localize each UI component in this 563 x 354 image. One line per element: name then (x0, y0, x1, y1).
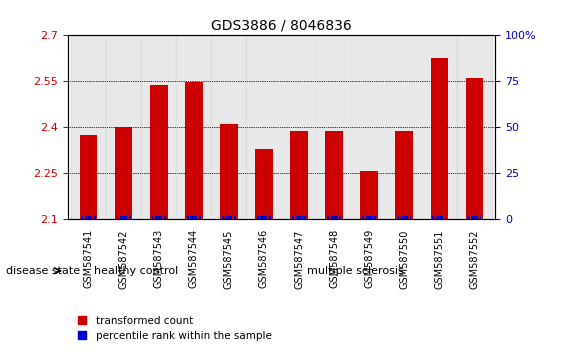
Bar (261, 216, 267, 219)
Bar (432, 216, 446, 219)
Bar (282, 35, 316, 219)
Bar (327, 216, 341, 219)
Bar (82, 216, 96, 219)
Bar (211, 35, 247, 219)
Title: GDS3886 / 8046836: GDS3886 / 8046836 (211, 19, 352, 33)
Bar (458, 35, 491, 219)
Bar (154, 85, 164, 219)
Bar (366, 216, 373, 219)
Bar (189, 82, 199, 219)
Bar (364, 171, 374, 219)
Bar (107, 35, 141, 219)
Bar (141, 35, 176, 219)
Text: disease state: disease state (6, 266, 80, 276)
Bar (387, 35, 422, 219)
Bar (118, 127, 129, 219)
Bar (294, 131, 304, 219)
Bar (71, 35, 106, 219)
Bar (117, 216, 131, 219)
Bar (352, 35, 387, 219)
Bar (330, 216, 338, 219)
Bar (142, 35, 176, 219)
Bar (352, 35, 386, 219)
Bar (83, 135, 94, 219)
Bar (431, 58, 448, 219)
Bar (469, 78, 480, 219)
Bar (436, 216, 443, 219)
Bar (387, 35, 421, 219)
Bar (397, 216, 411, 219)
Bar (422, 35, 456, 219)
Text: healthy control: healthy control (94, 266, 178, 276)
Bar (212, 35, 245, 219)
Bar (150, 85, 168, 219)
Bar (292, 216, 306, 219)
Legend: transformed count, percentile rank within the sample: transformed count, percentile rank withi… (73, 311, 276, 345)
Bar (247, 35, 281, 219)
Bar (360, 171, 378, 219)
Bar (176, 35, 211, 219)
Bar (120, 216, 127, 219)
Bar (222, 216, 236, 219)
Bar (255, 149, 272, 219)
Bar (177, 35, 211, 219)
Bar (187, 216, 201, 219)
Bar (395, 131, 413, 219)
Bar (466, 78, 483, 219)
Bar (247, 35, 282, 219)
Bar (296, 216, 302, 219)
Bar (291, 131, 308, 219)
Bar (224, 124, 234, 219)
Bar (362, 216, 376, 219)
Bar (185, 82, 203, 219)
Bar (422, 35, 457, 219)
Bar (115, 127, 132, 219)
Bar (80, 135, 97, 219)
Bar (325, 131, 343, 219)
Bar (259, 149, 269, 219)
Bar (220, 124, 238, 219)
Bar (257, 216, 271, 219)
Bar (316, 35, 352, 219)
Bar (467, 216, 481, 219)
Bar (318, 35, 351, 219)
Bar (401, 216, 408, 219)
Bar (329, 131, 339, 219)
Bar (106, 35, 141, 219)
Bar (471, 216, 478, 219)
Bar (85, 216, 92, 219)
Bar (72, 35, 105, 219)
Bar (225, 216, 233, 219)
Bar (155, 216, 162, 219)
Bar (282, 35, 316, 219)
Bar (190, 216, 197, 219)
Bar (434, 58, 445, 219)
Bar (152, 216, 166, 219)
Bar (399, 131, 409, 219)
Bar (457, 35, 492, 219)
Text: multiple sclerosis: multiple sclerosis (307, 266, 404, 276)
